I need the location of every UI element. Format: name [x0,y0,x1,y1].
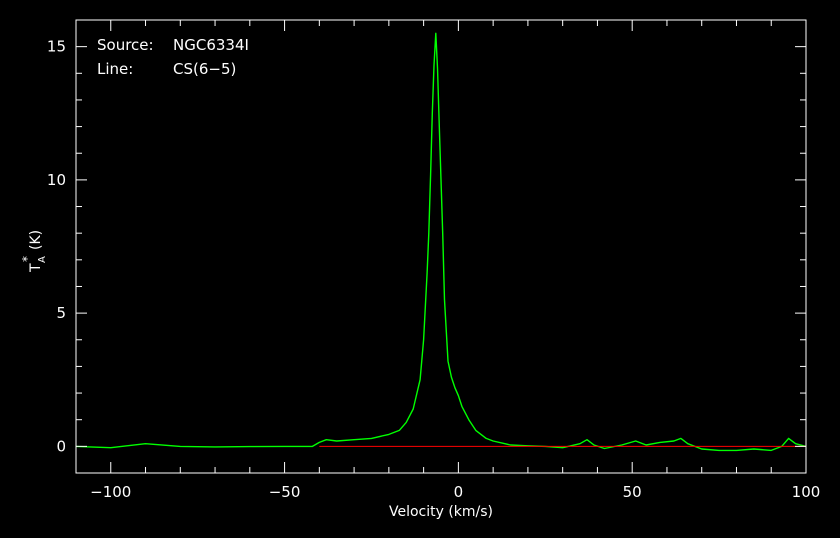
y-axis-label: T A * (K) [20,230,48,273]
x-tick-label: −100 [90,483,131,501]
series-layer [75,32,807,452]
line-label: Line: [97,60,133,78]
y-tick-label: 0 [56,437,66,455]
y-axis-label-unit: (K) [28,230,44,250]
x-tick-label: 0 [454,483,464,501]
source-value: NGC6334I [173,36,249,54]
x-tick-label: 100 [792,483,821,501]
x-tick-label: 50 [623,483,642,501]
y-axis-label-sup: * [20,256,34,262]
y-tick-label: 10 [47,171,66,189]
source-label: Source: [97,36,154,54]
y-axis-label-sub: A [37,256,48,263]
plot-frame [75,19,807,474]
y-axis-label-main: T [28,263,44,273]
line-value: CS(6−5) [173,60,236,78]
y-tick-label: 5 [56,304,66,322]
x-tick-label: −50 [269,483,301,501]
y-tick-label: 15 [47,38,66,56]
x-axis-label: Velocity (km/s) [389,504,493,520]
axes-layer: −100 −50 0 50 100 0 5 10 15 [47,19,821,501]
spectrum-line [75,32,807,452]
